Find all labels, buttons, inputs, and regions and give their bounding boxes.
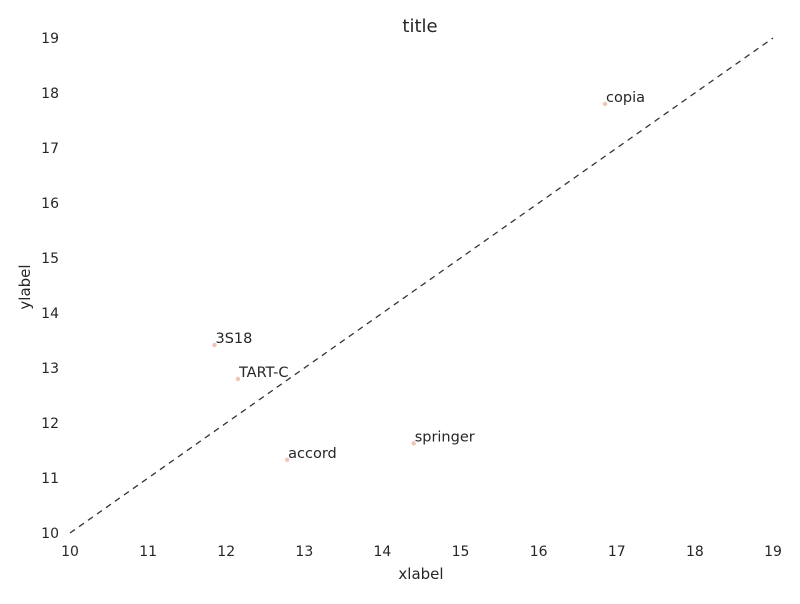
x-tick-labels: 10 11 12 13 14 15 16 17 18 19 xyxy=(61,544,782,560)
x-tick-label: 11 xyxy=(139,544,157,560)
y-tick-label: 18 xyxy=(41,86,59,102)
point-marker xyxy=(411,441,416,446)
x-tick-label: 19 xyxy=(764,544,782,560)
x-axis-label: xlabel xyxy=(398,565,443,583)
data-point: accord xyxy=(284,446,337,463)
diagonal-reference-line xyxy=(69,37,774,534)
point-label: copia xyxy=(606,90,645,106)
x-tick-label: 15 xyxy=(452,544,470,560)
y-tick-label: 19 xyxy=(41,31,59,47)
data-points: copia 3S18 TART-C springer accord xyxy=(212,90,645,463)
point-label: 3S18 xyxy=(216,331,253,347)
data-point: copia xyxy=(602,90,645,107)
y-tick-label: 11 xyxy=(41,471,59,487)
data-point: springer xyxy=(411,429,475,446)
point-marker xyxy=(284,457,290,463)
y-tick-label: 16 xyxy=(41,196,59,212)
point-label: TART-C xyxy=(238,365,289,381)
data-point: TART-C xyxy=(235,365,289,382)
y-tick-label: 17 xyxy=(41,141,59,157)
y-axis-label: ylabel xyxy=(16,264,34,309)
y-tick-label: 13 xyxy=(41,361,59,377)
x-tick-label: 17 xyxy=(608,544,626,560)
x-tick-label: 18 xyxy=(686,544,704,560)
x-tick-label: 14 xyxy=(374,544,392,560)
y-tick-label: 15 xyxy=(41,251,59,267)
x-tick-label: 10 xyxy=(61,544,79,560)
y-tick-labels: 10 11 12 13 14 15 16 17 18 19 xyxy=(41,31,59,542)
data-point: 3S18 xyxy=(212,331,253,348)
x-tick-label: 13 xyxy=(295,544,313,560)
x-tick-label: 12 xyxy=(217,544,235,560)
y-tick-label: 12 xyxy=(41,416,59,432)
point-marker xyxy=(212,342,217,348)
point-label: accord xyxy=(288,446,337,462)
point-marker xyxy=(602,101,608,107)
y-tick-label: 14 xyxy=(41,306,59,322)
reference-line-layer xyxy=(69,37,774,534)
point-marker xyxy=(235,376,241,382)
y-tick-label: 10 xyxy=(41,526,59,542)
x-tick-label: 16 xyxy=(530,544,548,560)
point-label: springer xyxy=(415,429,475,445)
chart-title: title xyxy=(402,16,437,37)
